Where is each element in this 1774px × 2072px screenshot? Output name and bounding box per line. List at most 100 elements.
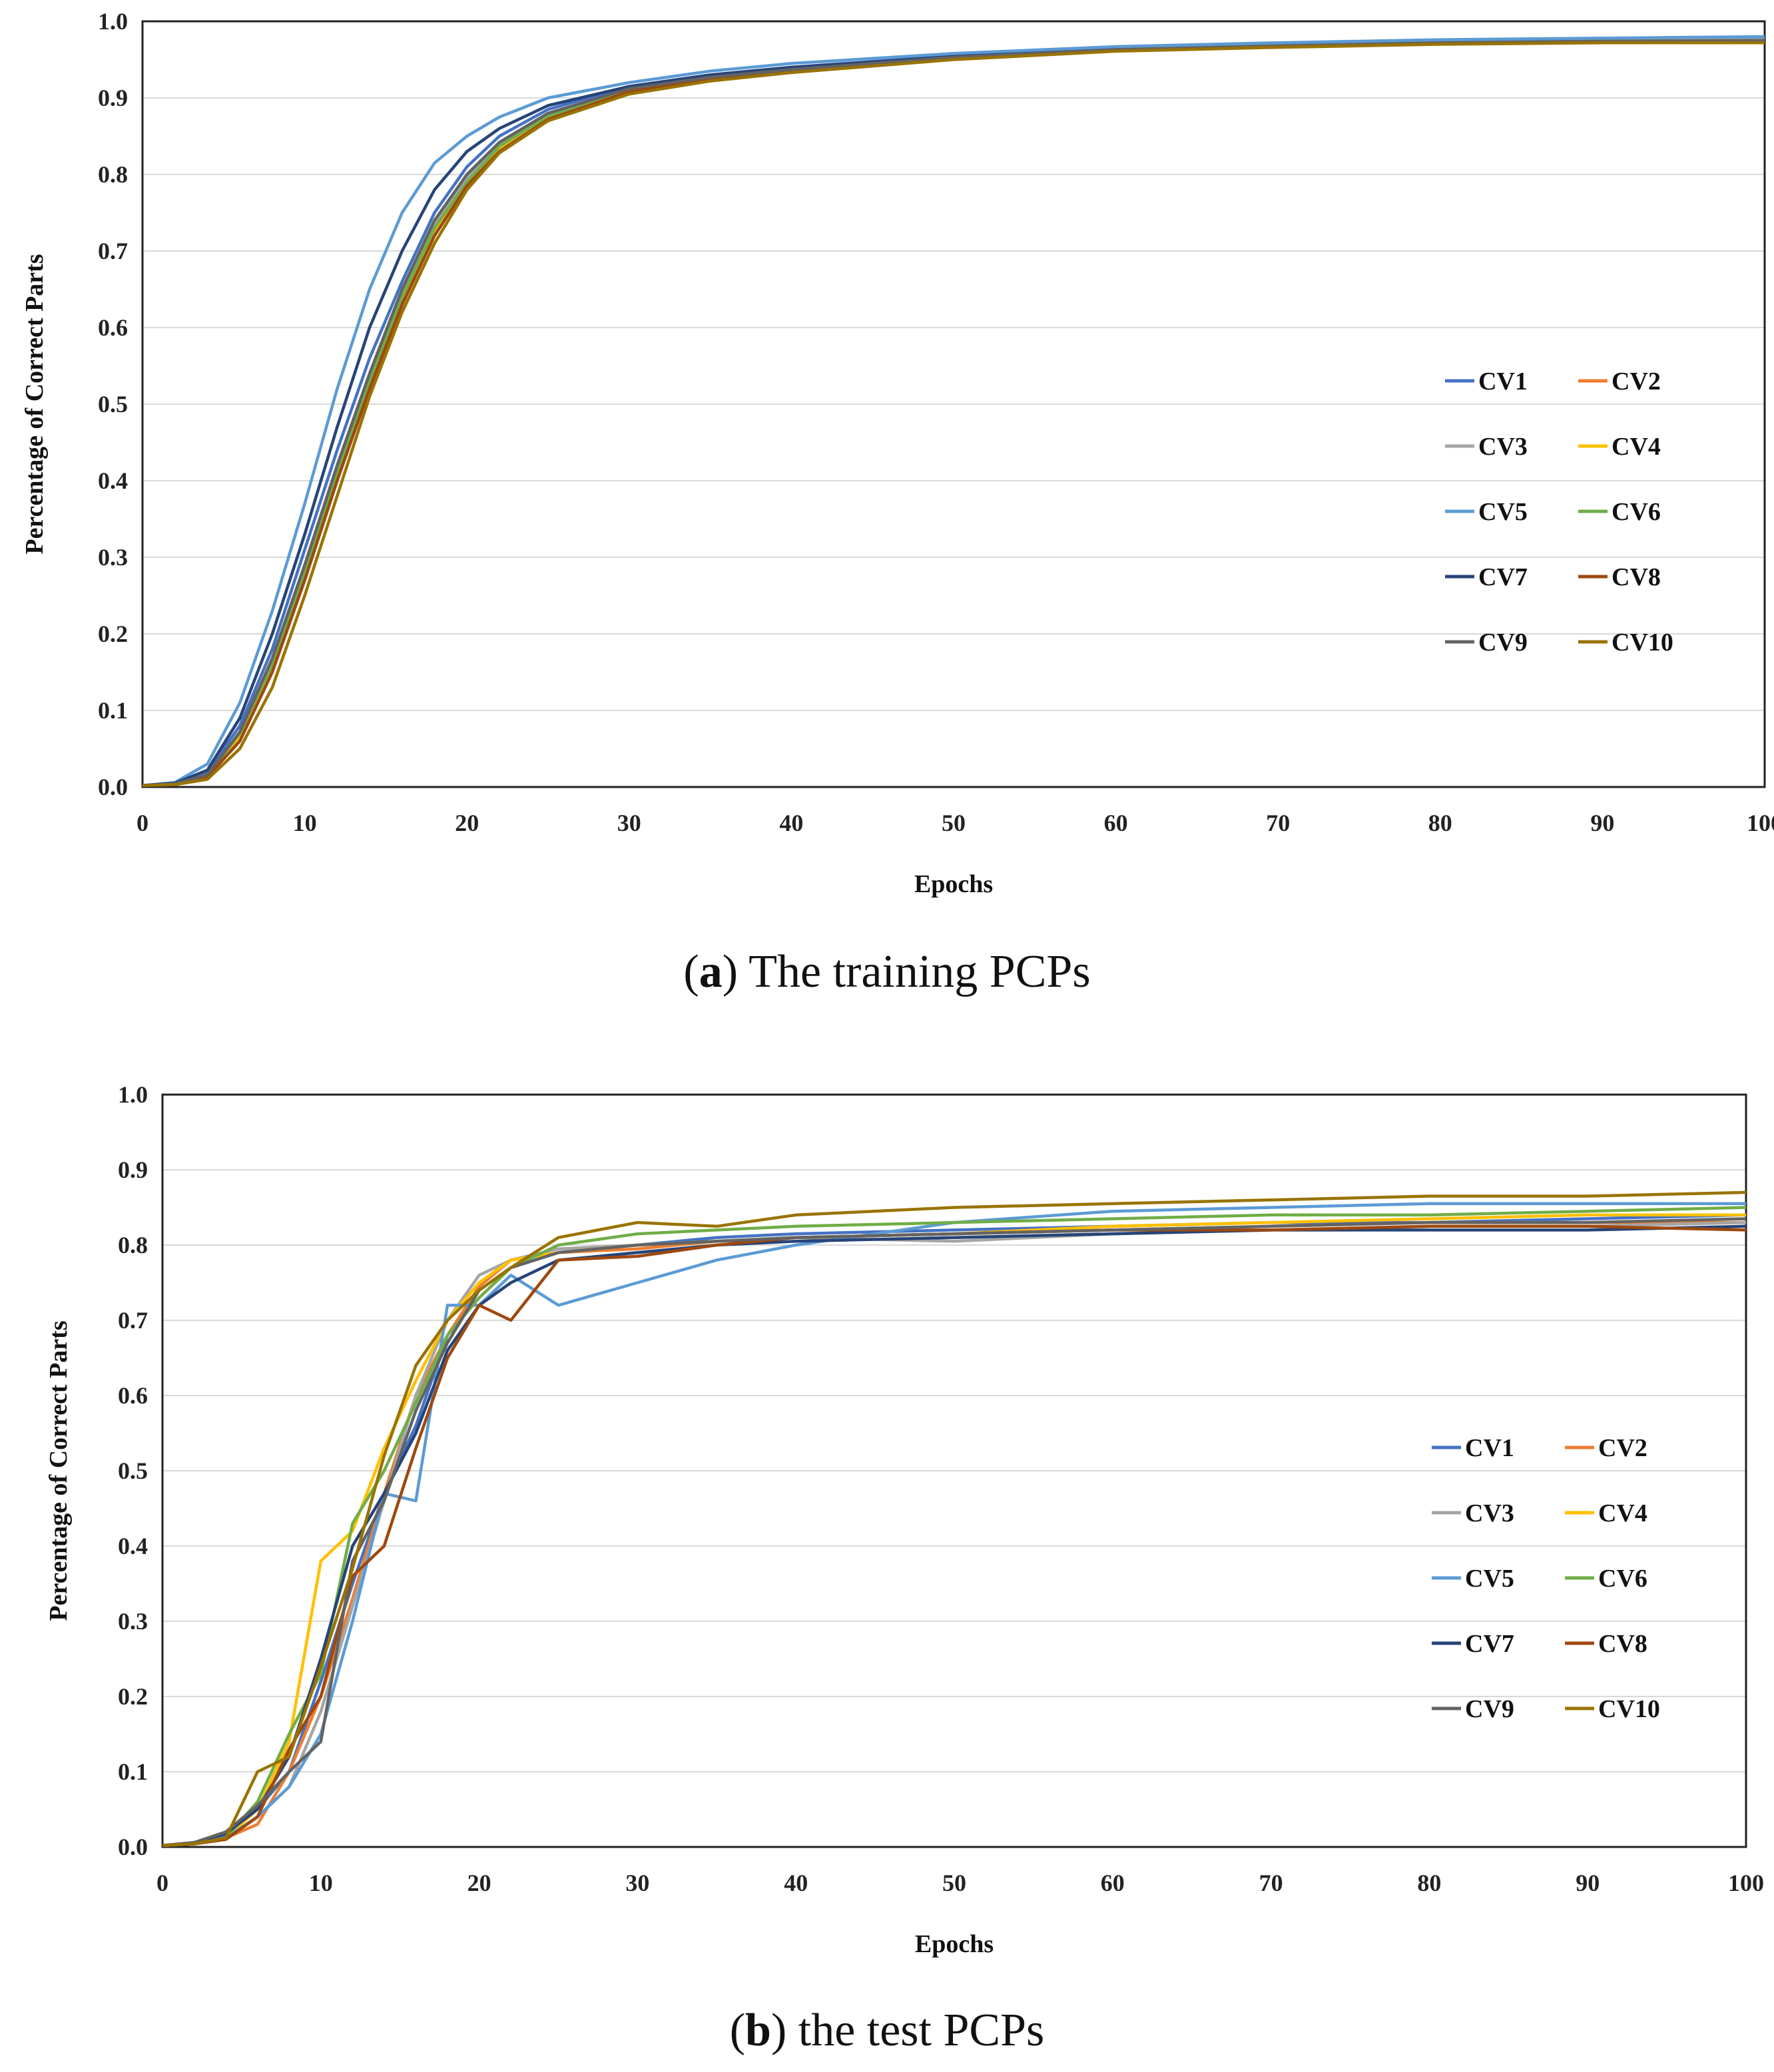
x-tick-label: 40 xyxy=(779,810,803,836)
y-tick-label: 0.0 xyxy=(98,774,128,800)
chart-b-y-ticks: 0.0 0.1 0.2 0.3 0.4 0.5 0.6 0.7 0.8 0.9 1.0 xyxy=(118,1081,148,1860)
chart-a-y-ticks: 0.0 0.1 0.2 0.3 0.4 0.5 0.6 0.7 0.8 0.9 1.0 xyxy=(98,8,128,800)
x-tick-label: 90 xyxy=(1590,810,1614,836)
y-tick-label: 0.1 xyxy=(98,697,128,724)
x-tick-label: 10 xyxy=(309,1870,333,1896)
legend-label-cv4: CV4 xyxy=(1598,1499,1647,1527)
y-tick-label: 0.8 xyxy=(118,1232,148,1258)
caption-b-text: the test PCPs xyxy=(798,2005,1045,2056)
legend-label-cv9: CV9 xyxy=(1478,629,1528,656)
series-line-cv9 xyxy=(142,39,1765,787)
legend-label-cv10: CV10 xyxy=(1612,629,1673,656)
legend-label-cv8: CV8 xyxy=(1612,563,1661,591)
chart-a-y-axis-label: Percentage of Correct Parts xyxy=(21,254,49,554)
x-tick-label: 70 xyxy=(1266,810,1290,836)
legend-label-cv9: CV9 xyxy=(1465,1695,1514,1723)
series-line-cv1 xyxy=(142,37,1765,787)
y-tick-label: 0.5 xyxy=(118,1457,148,1484)
x-tick-label: 100 xyxy=(1747,810,1774,836)
series-line-cv3 xyxy=(142,38,1765,787)
x-tick-label: 70 xyxy=(1259,1870,1283,1896)
chart-b-x-ticks: 0 10 20 30 40 50 60 70 80 90 100 xyxy=(156,1870,1764,1896)
chart-a: 0.0 0.1 0.2 0.3 0.4 0.5 0.6 0.7 0.8 0.9 1.0 0 10 20 3… xyxy=(21,8,1774,898)
y-tick-label: 0.0 xyxy=(118,1834,148,1860)
legend-label-cv8: CV8 xyxy=(1598,1630,1647,1658)
caption-b-letter: b xyxy=(745,2005,771,2056)
chart-a-x-ticks: 0 10 20 30 40 50 60 70 80 90 100 xyxy=(137,810,1774,836)
y-tick-label: 0.3 xyxy=(98,544,128,571)
y-tick-label: 0.5 xyxy=(98,391,128,417)
x-tick-label: 20 xyxy=(467,1870,491,1896)
y-tick-label: 0.3 xyxy=(118,1608,148,1635)
y-tick-label: 1.0 xyxy=(98,8,128,35)
caption-a-letter: a xyxy=(699,946,723,997)
y-tick-label: 0.4 xyxy=(98,467,128,494)
x-tick-label: 60 xyxy=(1104,810,1128,836)
series-line-cv4 xyxy=(142,39,1765,787)
chart-a-series xyxy=(142,35,1765,787)
x-tick-label: 30 xyxy=(617,810,641,836)
series-line-cv2 xyxy=(142,39,1765,787)
caption-b: (b) the test PCPs xyxy=(729,2005,1045,2056)
legend-label-cv1: CV1 xyxy=(1478,368,1528,395)
x-tick-label: 80 xyxy=(1428,810,1452,836)
chart-b-x-axis-label: Epochs xyxy=(915,1930,994,1958)
series-line-cv10 xyxy=(162,1190,1747,1847)
chart-b-plot-area xyxy=(161,1093,1747,1848)
legend-label-cv7: CV7 xyxy=(1465,1630,1514,1658)
y-tick-label: 0.1 xyxy=(118,1758,148,1785)
x-tick-label: 40 xyxy=(784,1870,808,1896)
chart-a-plot-area xyxy=(141,20,1766,788)
y-tick-label: 0.4 xyxy=(118,1533,148,1559)
x-tick-label: 50 xyxy=(942,810,966,836)
x-tick-label: 20 xyxy=(455,810,479,836)
chart-a-gridlines xyxy=(143,21,1765,788)
x-tick-label: 30 xyxy=(625,1870,649,1896)
x-tick-label: 90 xyxy=(1576,1870,1600,1896)
chart-b: 0.0 0.1 0.2 0.3 0.4 0.5 0.6 0.7 0.8 0.9 1.0 0 10 20 3… xyxy=(45,1081,1764,1958)
legend-label-cv4: CV4 xyxy=(1612,433,1661,461)
series-line-cv8 xyxy=(162,1224,1747,1847)
x-tick-label: 50 xyxy=(942,1870,966,1896)
y-tick-label: 0.7 xyxy=(118,1307,148,1334)
y-tick-label: 0.8 xyxy=(98,161,128,188)
legend-label-cv3: CV3 xyxy=(1478,433,1528,461)
x-tick-label: 80 xyxy=(1417,1870,1441,1896)
legend-label-cv6: CV6 xyxy=(1598,1565,1647,1593)
y-tick-label: 0.7 xyxy=(98,238,128,264)
legend-label-cv5: CV5 xyxy=(1478,498,1528,526)
x-tick-label: 0 xyxy=(137,810,148,836)
series-line-cv2 xyxy=(162,1220,1746,1847)
legend-label-cv10: CV10 xyxy=(1598,1695,1660,1723)
legend-label-cv2: CV2 xyxy=(1612,368,1661,395)
y-tick-label: 0.2 xyxy=(98,621,128,647)
y-tick-label: 0.9 xyxy=(118,1157,148,1183)
caption-a-text: The training PCPs xyxy=(748,946,1091,997)
legend-label-cv6: CV6 xyxy=(1612,498,1661,526)
series-line-cv5 xyxy=(142,35,1765,787)
y-tick-label: 0.9 xyxy=(98,85,128,111)
x-tick-label: 0 xyxy=(156,1870,168,1896)
chart-b-y-axis-label: Percentage of Correct Parts xyxy=(45,1320,73,1621)
series-line-cv3 xyxy=(162,1220,1747,1847)
series-line-cv7 xyxy=(162,1224,1747,1847)
series-line-cv6 xyxy=(162,1206,1747,1847)
chart-b-legend: CV1 CV2 CV3 CV4 CV5 CV6 CV7 CV8 CV9 CV10 xyxy=(1432,1434,1660,1723)
legend-label-cv2: CV2 xyxy=(1598,1434,1647,1462)
legend-label-cv3: CV3 xyxy=(1465,1499,1514,1527)
chart-a-legend: CV1 CV2 CV3 CV4 CV5 CV6 CV7 CV8 CV9 CV10 xyxy=(1445,368,1673,656)
series-line-cv1 xyxy=(162,1213,1747,1847)
series-line-cv6 xyxy=(142,39,1765,787)
series-line-cv7 xyxy=(142,39,1765,787)
y-tick-label: 0.6 xyxy=(98,314,128,341)
y-tick-label: 0.6 xyxy=(118,1382,148,1409)
legend-label-cv1: CV1 xyxy=(1465,1434,1514,1462)
legend-label-cv5: CV5 xyxy=(1465,1565,1514,1593)
series-line-cv5 xyxy=(162,1202,1746,1847)
chart-a-x-axis-label: Epochs xyxy=(914,870,993,898)
series-line-cv9 xyxy=(162,1217,1747,1847)
y-tick-label: 0.2 xyxy=(118,1683,148,1710)
x-tick-label: 10 xyxy=(293,810,317,836)
series-line-cv10 xyxy=(142,41,1765,787)
